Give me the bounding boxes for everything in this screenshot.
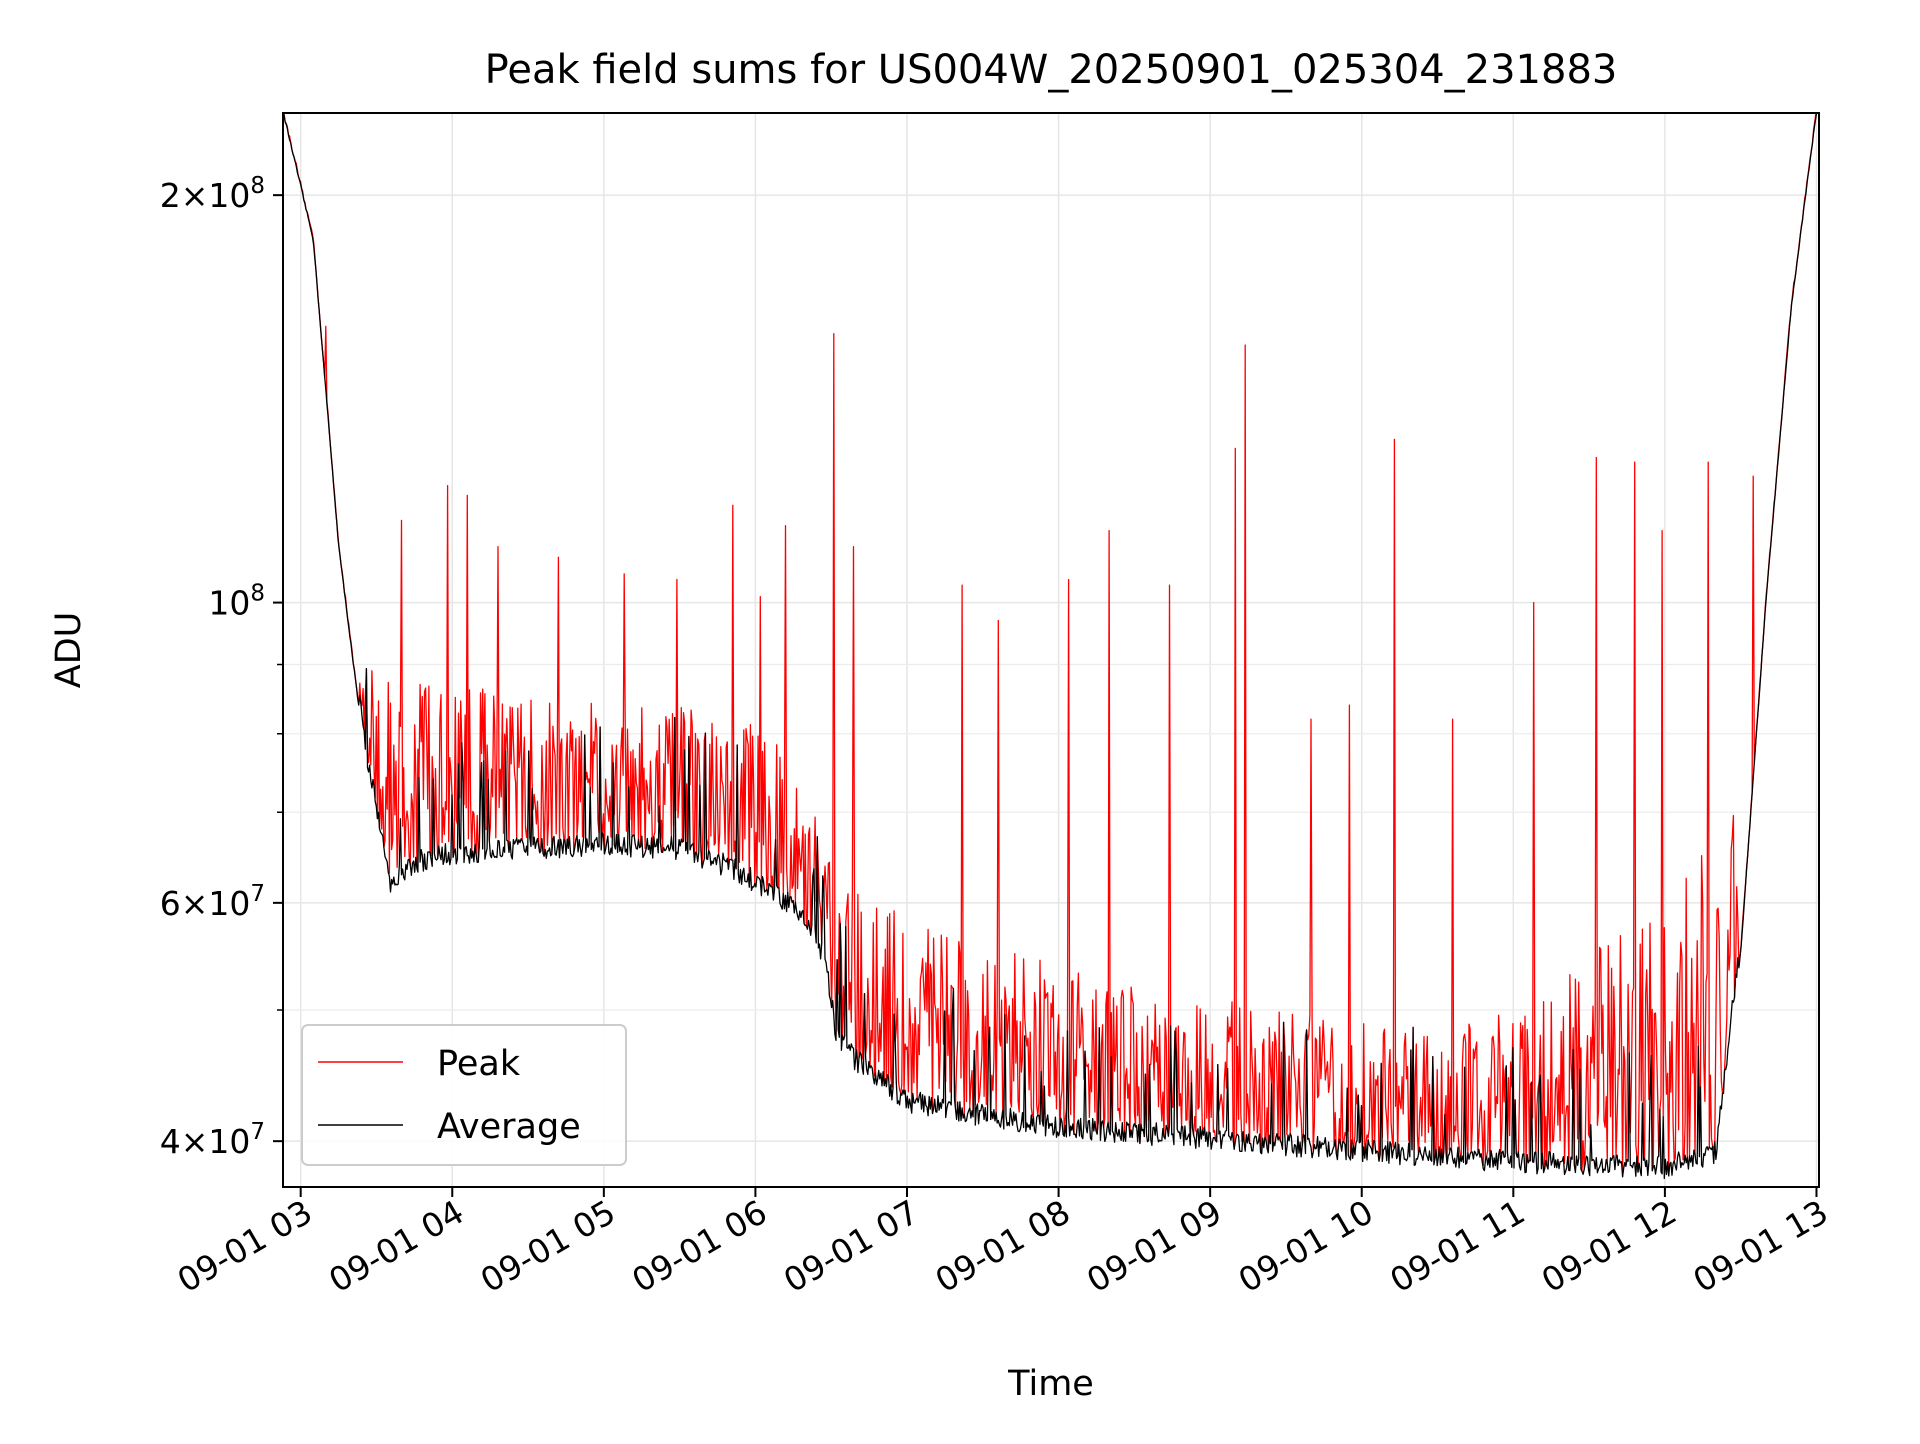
legend-label-peak: Peak [437,1044,521,1084]
plot-frame [282,112,1820,1188]
y-tick-label: 4×107 [160,1119,265,1161]
y-axis-label: ADU [49,612,89,689]
legend-box [301,1024,627,1166]
y-tick-label: 108 [208,581,265,623]
chart-title: Peak field sums for US004W_20250901_0253… [485,47,1618,93]
y-tick-label: 6×107 [160,881,265,923]
y-tick-label: 2×108 [160,173,265,215]
x-axis-label: Time [1007,1364,1094,1404]
legend: Peak Average [301,1024,627,1166]
legend-label-average: Average [437,1107,581,1147]
series-line-average [283,113,1819,1180]
series-line-peak [283,113,1817,1177]
grid [283,113,1819,1187]
series-layer [283,113,1819,1180]
